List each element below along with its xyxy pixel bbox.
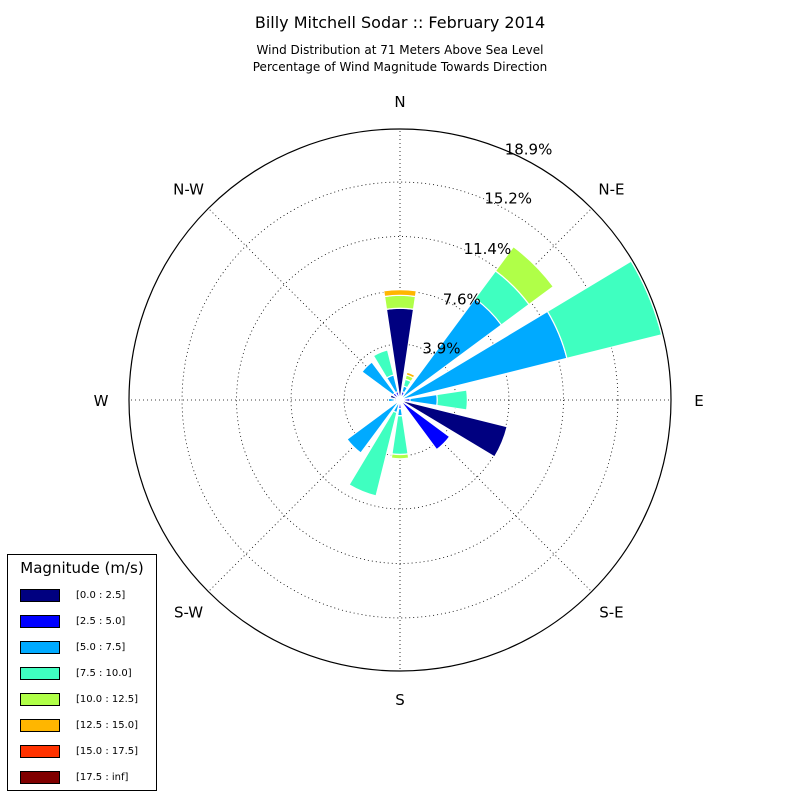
ring-label-0: 3.9%	[422, 339, 460, 357]
bar-dir0-bin4	[383, 294, 417, 310]
bar-dir135-bin1	[399, 399, 451, 451]
legend-label: [10.0 : 12.5]	[76, 694, 139, 705]
legend-item: [2.5 : 5.0]	[20, 614, 150, 630]
direction-label-W: W	[94, 392, 109, 410]
legend-label: [7.5 : 10.0]	[76, 668, 132, 679]
ring-label-1: 7.6%	[443, 290, 481, 308]
outer-ring	[128, 128, 672, 672]
grid-ring-3	[181, 181, 619, 619]
legend-item: [0.0 : 2.5]	[20, 588, 150, 604]
direction-labels: N N-E E S-E S S-W W N-W	[94, 93, 704, 709]
bar-dir180-bin4	[390, 453, 410, 460]
bar-dir315-bin2	[361, 361, 396, 396]
legend-item: [12.5 : 15.0]	[20, 718, 150, 734]
legend-label: [0.0 : 2.5]	[76, 590, 126, 601]
bar-dir45-bin4	[494, 245, 555, 306]
ring-labels: 3.9% 7.6% 11.4% 15.2% 18.9%	[422, 141, 552, 358]
ring-label-4: 18.9%	[505, 141, 553, 159]
bar-dir225-bin2	[346, 399, 401, 454]
legend-swatch	[20, 641, 60, 654]
legend-label: [15.0 : 17.5]	[76, 746, 139, 757]
legend-item: [10.0 : 12.5]	[20, 692, 150, 708]
direction-label-N: N	[394, 93, 405, 111]
legend-label: [5.0 : 7.5]	[76, 642, 126, 653]
direction-label-E: E	[694, 392, 703, 410]
grid-ring-2	[236, 236, 564, 564]
bar-dir270-bin2	[387, 397, 396, 403]
direction-label-S-E: S-E	[599, 603, 623, 621]
direction-label-S-W: S-W	[174, 603, 203, 621]
legend-label: [17.5 : inf]	[76, 772, 129, 783]
legend-swatch	[20, 719, 60, 732]
wind-bars	[346, 245, 663, 497]
legend-title: Magnitude (m/s)	[20, 559, 144, 577]
legend-label: [12.5 : 15.0]	[76, 720, 139, 731]
direction-label-N-W: N-W	[173, 181, 204, 199]
legend-item: [15.0 : 17.5]	[20, 744, 150, 760]
bar-dir22.5-bin5	[405, 371, 416, 379]
bar-dir67.5-bin3	[546, 260, 663, 360]
bar-dir90-bin3	[436, 389, 468, 411]
chart-title: Billy Mitchell Sodar :: February 2014	[255, 13, 545, 32]
legend-swatch	[20, 667, 60, 680]
legend-swatch	[20, 745, 60, 758]
bar-dir112.5-bin0	[399, 399, 508, 458]
chart-subtitle-line-1: Wind Distribution at 71 Meters Above Sea…	[257, 43, 544, 57]
direction-label-N-E: N-E	[598, 181, 624, 199]
ring-label-2: 11.4%	[464, 240, 512, 258]
bar-dir0-bin5	[382, 288, 418, 298]
legend-item: [5.0 : 7.5]	[20, 640, 150, 656]
legend-swatch	[20, 693, 60, 706]
bar-dir202.5-bin3	[348, 410, 398, 497]
chart-subtitle-line-2: Percentage of Wind Magnitude Towards Dir…	[253, 60, 547, 74]
bar-dir337.5-bin3	[372, 349, 395, 379]
legend-item: [7.5 : 10.0]	[20, 666, 150, 682]
legend-label: [2.5 : 5.0]	[76, 616, 126, 627]
legend-swatch	[20, 589, 60, 602]
legend-item: [17.5 : inf]	[20, 770, 150, 786]
bar-dir180-bin2	[396, 407, 404, 417]
legend-swatch	[20, 615, 60, 628]
legend: Magnitude (m/s) [0.0 : 2.5] [2.5 : 5.0] [5…	[7, 554, 157, 791]
direction-label-S: S	[395, 691, 405, 709]
ring-label-3: 15.2%	[484, 190, 532, 208]
legend-swatch	[20, 771, 60, 784]
